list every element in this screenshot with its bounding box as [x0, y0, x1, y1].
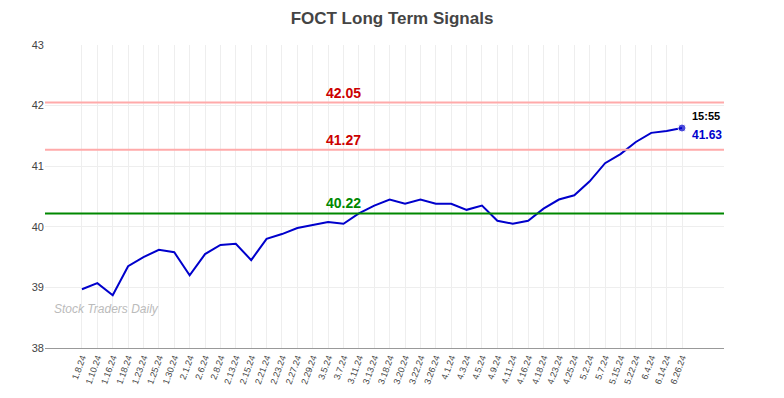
- svg-text:2.15.24: 2.15.24: [238, 354, 258, 386]
- svg-text:3.5.24: 3.5.24: [316, 354, 334, 381]
- svg-text:2.1.24: 2.1.24: [178, 354, 196, 381]
- svg-text:40: 40: [32, 221, 44, 233]
- svg-text:4.18.24: 4.18.24: [530, 354, 550, 386]
- svg-text:3.26.24: 3.26.24: [422, 354, 442, 386]
- svg-text:42: 42: [32, 99, 44, 111]
- svg-text:42.05: 42.05: [326, 85, 361, 101]
- svg-text:6.14.24: 6.14.24: [653, 354, 673, 386]
- svg-text:41: 41: [32, 160, 44, 172]
- svg-text:4.9.24: 4.9.24: [486, 354, 504, 381]
- svg-text:3.22.24: 3.22.24: [407, 354, 427, 386]
- svg-text:1.16.24: 1.16.24: [99, 354, 119, 386]
- svg-text:3.20.24: 3.20.24: [391, 354, 411, 386]
- svg-text:1.25.24: 1.25.24: [145, 354, 165, 386]
- svg-text:4.25.24: 4.25.24: [561, 354, 581, 386]
- svg-text:38: 38: [32, 342, 44, 354]
- svg-text:5.2.24: 5.2.24: [578, 354, 596, 381]
- svg-text:4.3.24: 4.3.24: [455, 354, 473, 381]
- svg-text:41.63: 41.63: [692, 128, 722, 142]
- svg-text:2.6.24: 2.6.24: [193, 354, 211, 381]
- svg-text:6.26.24: 6.26.24: [668, 354, 688, 386]
- svg-text:3.11.24: 3.11.24: [346, 354, 365, 385]
- svg-text:2.29.24: 2.29.24: [299, 354, 319, 386]
- svg-text:2.13.24: 2.13.24: [222, 354, 242, 386]
- svg-text:3.13.24: 3.13.24: [361, 354, 381, 386]
- svg-text:4.5.24: 4.5.24: [470, 354, 488, 381]
- svg-text:4.23.24: 4.23.24: [545, 354, 565, 386]
- svg-text:FOCT Long Term Signals: FOCT Long Term Signals: [291, 9, 494, 28]
- svg-text:3.18.24: 3.18.24: [376, 354, 396, 386]
- svg-text:5.22.24: 5.22.24: [622, 354, 642, 386]
- svg-text:1.30.24: 1.30.24: [161, 354, 181, 386]
- svg-text:1.8.24: 1.8.24: [70, 354, 88, 381]
- svg-text:2.27.24: 2.27.24: [284, 354, 304, 386]
- svg-text:1.18.24: 1.18.24: [115, 354, 135, 386]
- svg-text:4.1.24: 4.1.24: [439, 354, 457, 381]
- svg-text:2.8.24: 2.8.24: [209, 354, 227, 381]
- svg-text:39: 39: [32, 281, 44, 293]
- svg-text:4.11.24: 4.11.24: [499, 354, 518, 385]
- svg-text:1.10.24: 1.10.24: [84, 354, 104, 386]
- svg-text:1.23.24: 1.23.24: [130, 354, 150, 386]
- svg-text:2.23.24: 2.23.24: [268, 354, 288, 386]
- svg-text:6.4.24: 6.4.24: [639, 354, 657, 381]
- svg-text:5.7.24: 5.7.24: [593, 354, 611, 381]
- svg-text:Stock Traders Daily: Stock Traders Daily: [54, 302, 159, 316]
- svg-text:43: 43: [32, 39, 44, 51]
- svg-text:3.7.24: 3.7.24: [332, 354, 350, 381]
- svg-text:15:55: 15:55: [692, 110, 720, 122]
- svg-text:4.16.24: 4.16.24: [515, 354, 535, 386]
- svg-text:40.22: 40.22: [326, 195, 361, 211]
- svg-text:5.15.24: 5.15.24: [607, 354, 627, 386]
- svg-text:41.27: 41.27: [326, 132, 361, 148]
- svg-text:2.21.24: 2.21.24: [253, 354, 273, 386]
